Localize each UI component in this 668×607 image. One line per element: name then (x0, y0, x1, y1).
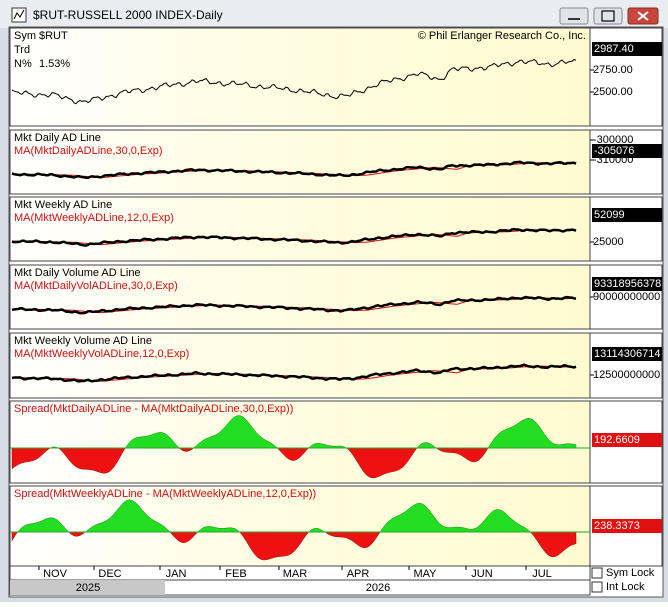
month-label: FEB (225, 568, 246, 580)
last-value: 13114306714 (594, 348, 660, 360)
last-value-bg (592, 42, 662, 56)
panel-axis (589, 196, 663, 262)
panel-plot (9, 264, 591, 330)
info-label: Trd (14, 44, 30, 56)
panel-plot (9, 27, 591, 127)
last-value: 52099 (594, 209, 625, 221)
app-icon-glyph (13, 9, 25, 20)
last-value-bg (592, 347, 662, 361)
indicator-line (11, 363, 577, 383)
axis-label: 12500000000 (593, 369, 660, 381)
panel-title: Mkt Weekly Volume AD Line (14, 335, 152, 347)
info-label: N% (14, 58, 32, 70)
price-bars (11, 58, 577, 105)
last-value-bg (592, 144, 662, 158)
indicator-line (11, 295, 577, 315)
last-value: 93318956378 (594, 278, 661, 290)
axis-label: 90000000000 (593, 291, 660, 303)
panel-axis (589, 264, 663, 330)
checkbox-label: Sym Lock (606, 567, 655, 579)
ma-label: MA(MktDailyVolADLine,30,0,Exp) (14, 280, 178, 292)
axis-label: 25000 (593, 236, 624, 248)
maximize-button[interactable] (593, 7, 623, 25)
last-value-bg (592, 277, 662, 291)
spread-positive (11, 499, 577, 532)
ma-label: MA(MktWeeklyADLine,12,0,Exp) (14, 212, 174, 224)
month-label: JUN (471, 568, 492, 580)
panel-axis (589, 332, 663, 399)
month-label: JUL (532, 568, 552, 580)
month-label: MAR (283, 568, 308, 580)
credit: © Phil Erlanger Research Co., Inc. (418, 30, 586, 42)
month-label: APR (347, 568, 370, 580)
panel-title: Mkt Daily Volume AD Line (14, 267, 141, 279)
minimize-button[interactable] (559, 7, 589, 25)
close-icon (637, 11, 649, 21)
panel-title: Spread(MktWeeklyADLine - MA(MktWeeklyADL… (14, 488, 316, 500)
last-value-bg (592, 519, 662, 533)
title-bar (0, 0, 668, 28)
window-controls[interactable] (559, 7, 659, 25)
last-value: 2987.40 (594, 43, 634, 55)
spread-negative (11, 532, 577, 561)
checkbox-label: Int Lock (606, 581, 645, 593)
year-2025-band (10, 580, 165, 595)
ma-label: MA(MktDailyADLine,30,0,Exp) (14, 145, 163, 157)
panel-plot (9, 332, 591, 399)
info-value: $RUT (39, 30, 68, 42)
year-label: 2026 (366, 582, 390, 594)
axis-label: 2750.00 (593, 64, 633, 76)
ma-label: MA(MktWeeklyVolADLine,12,0,Exp) (14, 348, 189, 360)
panel-title: Mkt Weekly AD Line (14, 199, 112, 211)
month-label: NOV (43, 568, 68, 580)
maximize-icon (601, 10, 615, 22)
checkbox[interactable] (591, 567, 603, 579)
month-label: JAN (166, 568, 187, 580)
panel-axis (589, 129, 663, 195)
last-value-bg (592, 433, 662, 447)
panel-title: Mkt Daily AD Line (14, 132, 101, 144)
info-value: 1.53% (39, 58, 70, 70)
checkbox[interactable] (591, 581, 603, 593)
spread-positive (11, 415, 577, 448)
month-label: DEC (98, 568, 121, 580)
axis-label: -300000 (593, 134, 633, 146)
indicator-line (11, 160, 577, 180)
month-label: MAY (413, 568, 437, 580)
panel-plot (9, 196, 591, 262)
axis-label: 2500.00 (593, 86, 633, 98)
last-value: 238.3373 (594, 520, 640, 532)
last-value-bg (592, 208, 662, 222)
year-label: 2025 (76, 582, 100, 594)
last-value: 192.6609 (594, 434, 640, 446)
panel-title: Spread(MktDailyADLine - MA(MktDailyADLin… (14, 403, 293, 415)
info-label: Sym (14, 30, 36, 42)
last-value: -305076 (594, 145, 634, 157)
window-title: $RUT-RUSSELL 2000 INDEX-Daily (33, 8, 223, 22)
spread-negative (11, 448, 577, 479)
indicator-line (11, 227, 577, 247)
